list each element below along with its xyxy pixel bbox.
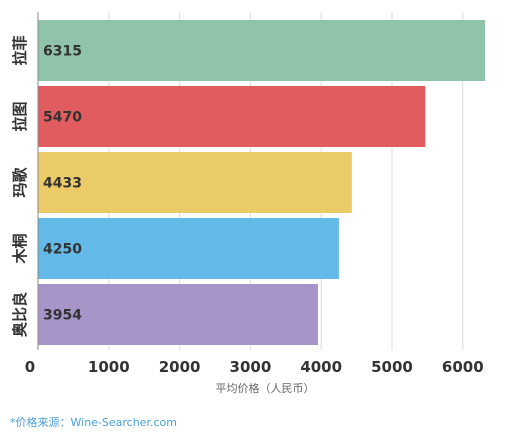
y-category-label: 拉图	[11, 101, 29, 131]
y-category-label: 奥比良	[11, 292, 29, 337]
bar	[38, 152, 352, 213]
bar	[38, 284, 318, 345]
bar-value-label: 6315	[43, 44, 82, 60]
bar-value-label: 3954	[43, 308, 82, 324]
y-category-label: 拉菲	[11, 35, 29, 65]
axis-layer: 0 1000 2000 3000 4000 5000 6000	[25, 12, 484, 376]
x-axis-title: 平均价格（人民币）	[216, 381, 315, 395]
bars-layer	[38, 20, 486, 345]
y-category-label: 玛歌	[11, 167, 29, 198]
y-category-label: 木桐	[11, 233, 29, 264]
source-note: *价格来源：Wine-Searcher.com	[10, 416, 177, 429]
bar-value-label: 4433	[43, 176, 82, 192]
x-tick-label: 3000	[230, 358, 272, 376]
bar	[38, 20, 486, 81]
x-tick-label: 5000	[371, 358, 413, 376]
x-tick-label: 2000	[159, 358, 201, 376]
bar	[38, 86, 426, 147]
x-tick-label: 6000	[442, 358, 484, 376]
x-tick-label: 1000	[88, 358, 130, 376]
bar-value-label: 5470	[43, 110, 82, 126]
bar-value-label: 4250	[43, 242, 82, 258]
labels-layer: 6315 拉菲 5470 拉图 4433 玛歌 4250 木桐 3954 奥比良	[11, 35, 82, 337]
bar	[38, 218, 339, 279]
x-tick-label: 4000	[300, 358, 342, 376]
x-tick-label: 0	[25, 358, 35, 376]
